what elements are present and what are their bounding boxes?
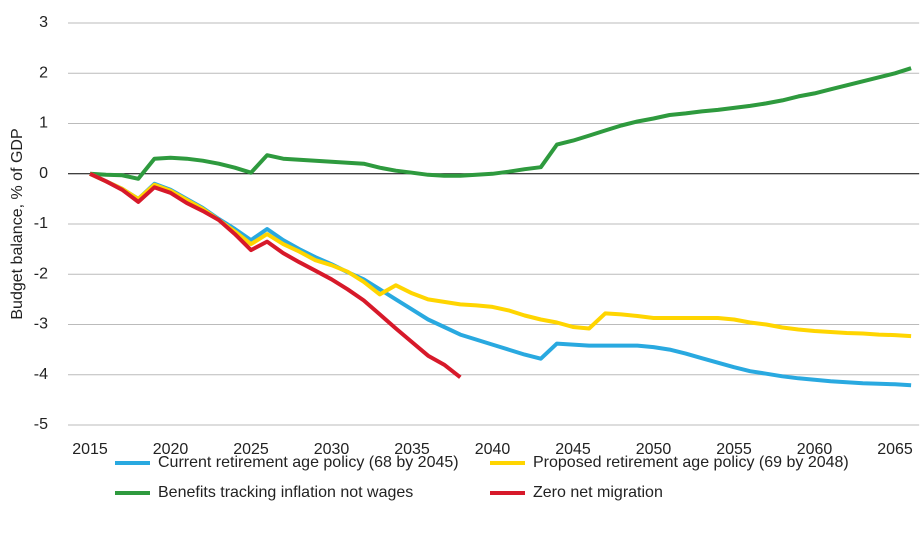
x-tick-label: 2025 [233,441,269,458]
series-line [89,171,912,339]
y-tick-label: -4 [34,366,48,383]
y-axis-label: Budget balance, % of GDP [9,128,26,319]
y-tick-label: -3 [34,316,48,333]
x-tick-label: 2045 [555,441,591,458]
x-tick-label: 2060 [797,441,833,458]
y-tick-label: -2 [34,265,48,282]
series-line [89,66,912,181]
y-tick-label: 1 [39,115,48,132]
series-line [89,171,462,379]
legend-label: Benefits tracking inflation not wages [158,484,413,501]
y-tick-label: -1 [34,215,48,232]
x-tick-label: 2065 [877,441,913,458]
y-tick-label: 2 [39,64,48,81]
x-tick-label: 2015 [72,441,108,458]
legend-label: Current retirement age policy (68 by 204… [158,454,459,471]
y-tick-label: 0 [39,165,48,182]
legend-label: Proposed retirement age policy (69 by 20… [533,454,849,471]
x-tick-label: 2035 [394,441,430,458]
x-tick-label: 2055 [716,441,752,458]
series-line [89,171,912,388]
y-tick-label: -5 [34,416,48,433]
x-tick-label: 2020 [153,441,189,458]
x-tick-label: 2030 [314,441,350,458]
legend-label: Zero net migration [533,484,663,501]
x-tick-label: 2040 [475,441,511,458]
y-tick-label: 3 [39,14,48,31]
x-tick-label: 2050 [636,441,672,458]
